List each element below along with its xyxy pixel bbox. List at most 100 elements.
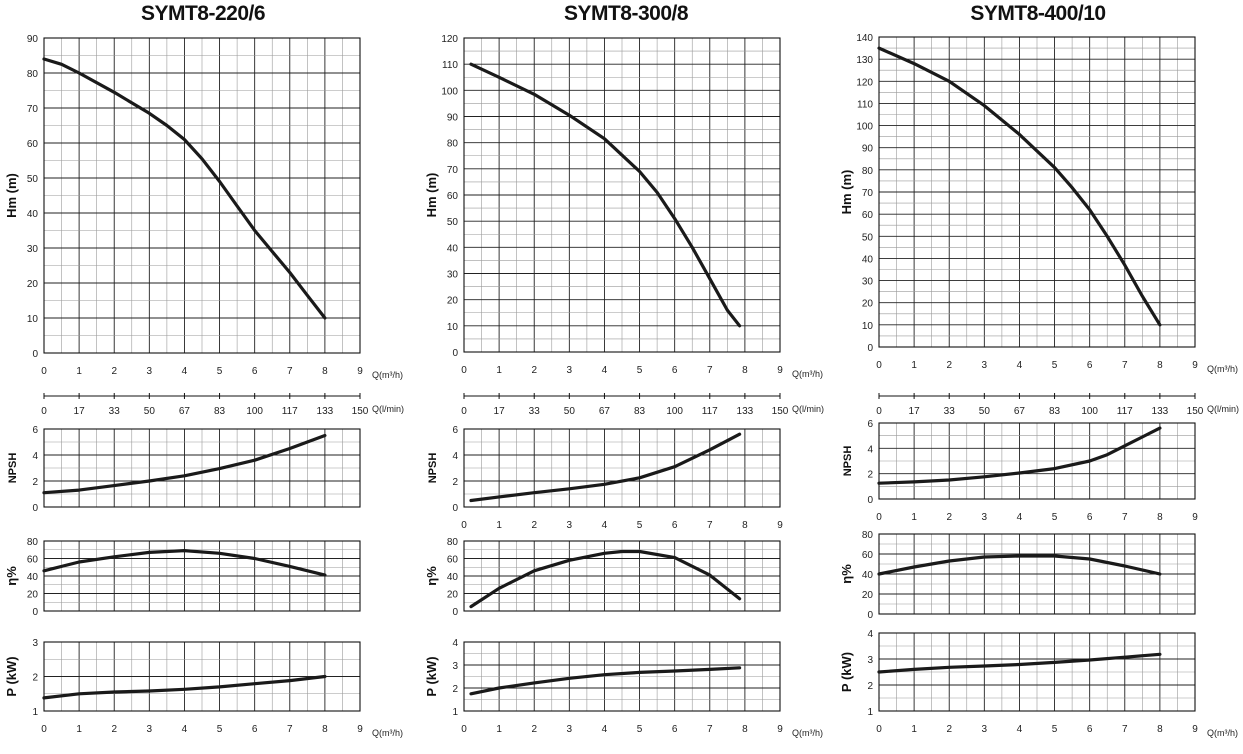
x-npsh-tick-2: 0 — [876, 512, 882, 523]
lmin-tick-label-2: 33 — [944, 406, 956, 417]
y-tick-label-0-0: 60 — [27, 139, 39, 150]
panel-frame-1-2 — [463, 540, 781, 612]
curve-1-0 — [469, 62, 742, 328]
y-tick-label-2-0: 50 — [862, 232, 874, 243]
y-tick-label-0-0: 50 — [27, 174, 39, 185]
y-tick-label-2-0: 0 — [867, 343, 873, 354]
y-tick-label-1-0: 90 — [447, 113, 459, 124]
x-npsh-tick-1: 3 — [567, 520, 573, 531]
y-tick-label-2-0: 20 — [862, 299, 874, 310]
lmin-tick-label-2: 83 — [1049, 406, 1061, 417]
y-tick-label-2-0: 90 — [862, 144, 874, 155]
x-m3h-top-tick-2: 6 — [1087, 360, 1093, 371]
y-tick-label-1-2: 40 — [447, 572, 459, 583]
x-npsh-tick-1: 2 — [531, 520, 537, 531]
x-m3h-top-tick-1: 4 — [602, 365, 608, 376]
y-tick-label-0-0: 20 — [27, 279, 39, 290]
lmin-tick-label-2: 0 — [876, 406, 882, 417]
lmin-tick-label-0: 83 — [214, 406, 226, 417]
x-m3h-bottom-tick-1: 2 — [531, 724, 537, 735]
lmin-tick-label-1: 67 — [599, 406, 611, 417]
y-axis-label-1-3: P (kW) — [424, 656, 439, 696]
y-tick-label-0-1: 2 — [32, 477, 38, 488]
x-m3h-top-tick-1: 0 — [461, 365, 467, 376]
y-tick-label-1-0: 30 — [447, 270, 459, 281]
x-m3h-top-tick-1: 1 — [496, 365, 502, 376]
lmin-tick-label-0: 0 — [41, 406, 47, 417]
y-tick-label-1-2: 80 — [447, 537, 459, 548]
x-m3h-bottom-tick-1: 9 — [777, 724, 783, 735]
lmin-tick-label-1: 100 — [666, 406, 683, 417]
x-m3h-top-unit-0: Q(m³/h) — [372, 370, 403, 380]
y-tick-label-1-0: 50 — [447, 217, 459, 228]
y-tick-label-1-2: 0 — [452, 607, 458, 618]
y-tick-label-0-2: 0 — [32, 607, 38, 618]
y-tick-label-2-1: 4 — [867, 444, 873, 455]
y-tick-label-2-3: 4 — [867, 629, 873, 640]
x-m3h-top-tick-2: 9 — [1192, 360, 1198, 371]
x-npsh-tick-1: 6 — [672, 520, 678, 531]
y-tick-label-1-3: 3 — [452, 661, 458, 672]
lmin-tick-label-1: 50 — [564, 406, 576, 417]
y-axis-label-2-0: Hm (m) — [839, 170, 854, 215]
lmin-tick-label-0: 133 — [317, 406, 334, 417]
x-m3h-bottom-tick-2: 4 — [1017, 724, 1023, 735]
y-tick-label-2-0: 140 — [856, 33, 873, 44]
lmin-unit-2: Q(l/min) — [1207, 404, 1239, 414]
x-m3h-top-tick-2: 5 — [1052, 360, 1058, 371]
x-m3h-top-unit-2: Q(m³/h) — [1207, 364, 1238, 374]
y-tick-label-1-3: 1 — [452, 707, 458, 718]
x-npsh-tick-2: 5 — [1052, 512, 1058, 523]
y-axis-label-2-2: η% — [839, 564, 854, 584]
x-m3h-top-tick-2: 8 — [1157, 360, 1163, 371]
panel-frame-0-3 — [43, 641, 361, 712]
x-npsh-tick-2: 6 — [1087, 512, 1093, 523]
y-tick-label-2-2: 60 — [862, 550, 874, 561]
y-tick-label-2-3: 2 — [867, 681, 873, 692]
x-m3h-bottom-unit-1: Q(m³/h) — [792, 728, 823, 738]
y-tick-label-0-3: 3 — [32, 638, 38, 649]
x-m3h-top-tick-0: 0 — [41, 366, 47, 377]
x-m3h-bottom-unit-0: Q(m³/h) — [372, 728, 403, 738]
y-tick-label-1-0: 70 — [447, 165, 459, 176]
y-tick-label-2-0: 10 — [862, 321, 874, 332]
y-tick-label-2-2: 40 — [862, 570, 874, 581]
y-tick-label-1-3: 2 — [452, 684, 458, 695]
y-tick-label-1-1: 2 — [452, 477, 458, 488]
x-m3h-top-tick-2: 3 — [982, 360, 988, 371]
y-tick-label-1-0: 20 — [447, 296, 459, 307]
lmin-unit-0: Q(l/min) — [372, 404, 404, 414]
x-m3h-bottom-tick-0: 5 — [217, 724, 223, 735]
x-npsh-tick-1: 9 — [777, 520, 783, 531]
x-m3h-bottom-tick-0: 0 — [41, 724, 47, 735]
y-tick-label-1-0: 120 — [441, 34, 458, 45]
y-axis-label-0-1: NPSH — [7, 453, 19, 484]
y-tick-label-2-2: 80 — [862, 530, 874, 541]
y-tick-label-0-0: 30 — [27, 244, 39, 255]
x-m3h-bottom-tick-2: 1 — [911, 724, 917, 735]
y-tick-label-0-1: 6 — [32, 425, 38, 436]
y-tick-label-0-2: 20 — [27, 590, 39, 601]
y-tick-label-1-0: 110 — [442, 60, 458, 71]
x-m3h-top-tick-0: 4 — [182, 366, 188, 377]
x-m3h-top-tick-2: 4 — [1017, 360, 1023, 371]
lmin-tick-label-2: 133 — [1152, 406, 1169, 417]
y-tick-label-2-0: 120 — [856, 77, 873, 88]
x-npsh-tick-2: 8 — [1157, 512, 1163, 523]
lmin-tick-label-0: 50 — [144, 406, 156, 417]
lmin-tick-label-2: 67 — [1014, 406, 1026, 417]
curve-2-3 — [877, 652, 1162, 674]
y-tick-label-0-0: 70 — [27, 104, 39, 115]
panel-frame-2-0 — [878, 36, 1196, 348]
x-npsh-tick-2: 4 — [1017, 512, 1023, 523]
curve-2-2 — [877, 554, 1162, 576]
y-tick-label-2-0: 80 — [862, 166, 874, 177]
x-m3h-bottom-tick-0: 7 — [287, 724, 293, 735]
y-tick-label-0-3: 2 — [32, 673, 38, 684]
curve-1-3 — [469, 666, 742, 696]
y-tick-label-2-0: 60 — [862, 210, 874, 221]
y-tick-label-0-0: 40 — [27, 209, 39, 220]
x-m3h-top-tick-2: 0 — [876, 360, 882, 371]
x-m3h-top-tick-1: 5 — [637, 365, 643, 376]
